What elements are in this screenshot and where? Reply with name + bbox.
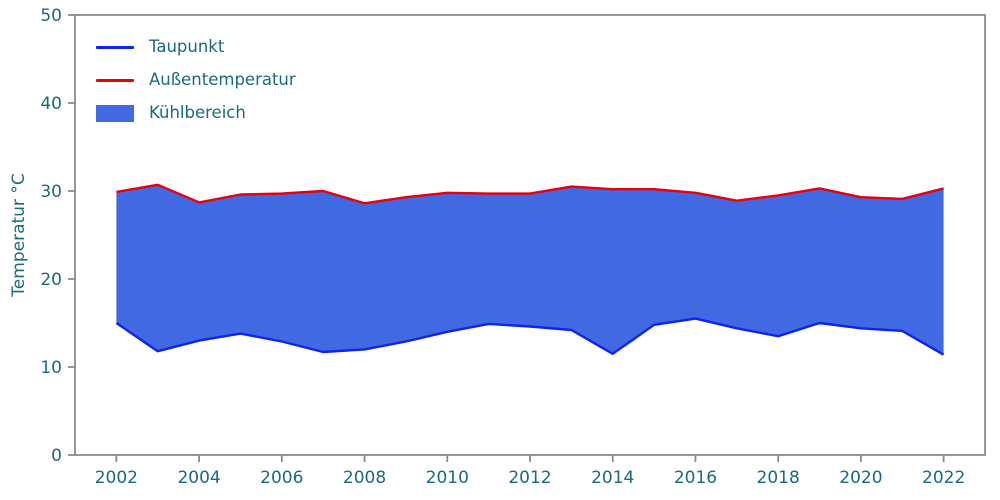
legend-item-taupunkt: Taupunkt — [96, 36, 296, 58]
y-tick-label: 30 — [40, 182, 62, 202]
x-tick-label: 2020 — [839, 468, 882, 488]
taupunkt-line — [115, 317, 945, 356]
x-tick-label: 2006 — [260, 468, 303, 488]
aussentemperatur-line-swatch — [96, 78, 134, 82]
aussentemperatur-line — [116, 183, 944, 205]
x-tick-label: 2014 — [591, 468, 634, 488]
y-tick-label: 40 — [40, 94, 62, 114]
y-tick-label: 10 — [40, 358, 62, 378]
kuehlbereich-patch-swatch — [96, 104, 134, 122]
taupunkt-line-swatch — [96, 45, 134, 49]
x-tick-label: 2012 — [508, 468, 551, 488]
y-axis-label: Temperatur °C — [9, 173, 29, 297]
kuehlbereich-area — [116, 184, 944, 355]
legend-label-aussentemperatur: Außentemperatur — [149, 70, 296, 89]
x-tick-label: 2018 — [757, 468, 800, 488]
x-tick-label: 2016 — [674, 468, 717, 488]
x-tick-label: 2004 — [177, 468, 220, 488]
x-tick-label: 2010 — [426, 468, 469, 488]
x-tick-label: 2022 — [922, 468, 965, 488]
legend-label-kuehlbereich: Kühlbereich — [149, 103, 246, 122]
x-tick-label: 2002 — [95, 468, 138, 488]
legend-item-aussentemperatur: Außentemperatur — [96, 69, 296, 91]
y-tick-label: 50 — [40, 6, 62, 26]
legend-item-kuehlbereich: Kühlbereich — [96, 102, 296, 124]
legend: Taupunkt Außentemperatur Kühlbereich — [96, 36, 296, 124]
x-tick-label: 2008 — [343, 468, 386, 488]
y-tick-label: 0 — [51, 446, 62, 466]
legend-label-taupunkt: Taupunkt — [149, 37, 225, 56]
y-tick-label: 20 — [40, 270, 62, 290]
